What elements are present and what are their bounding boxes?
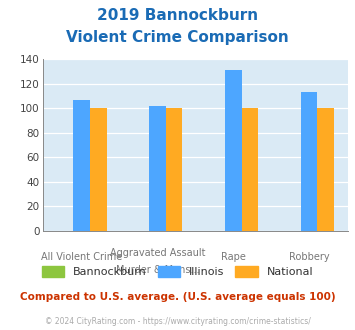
Text: All Violent Crime: All Violent Crime	[41, 251, 122, 262]
Bar	[241, 109, 258, 231]
Text: Murder & Mans...: Murder & Mans...	[116, 265, 199, 275]
Bar	[90, 109, 106, 231]
Text: Aggravated Assault: Aggravated Assault	[110, 248, 205, 258]
Bar	[225, 70, 241, 231]
Bar	[166, 109, 182, 231]
Text: Rape: Rape	[221, 251, 246, 262]
Text: Robbery: Robbery	[289, 251, 329, 262]
Bar	[149, 106, 166, 231]
Bar	[73, 100, 90, 231]
Bar	[317, 109, 334, 231]
Text: © 2024 CityRating.com - https://www.cityrating.com/crime-statistics/: © 2024 CityRating.com - https://www.city…	[45, 317, 310, 326]
Text: Compared to U.S. average. (U.S. average equals 100): Compared to U.S. average. (U.S. average …	[20, 292, 335, 302]
Text: Violent Crime Comparison: Violent Crime Comparison	[66, 30, 289, 45]
Legend: Bannockburn, Illinois, National: Bannockburn, Illinois, National	[37, 261, 318, 281]
Text: 2019 Bannockburn: 2019 Bannockburn	[97, 8, 258, 23]
Bar	[301, 92, 317, 231]
